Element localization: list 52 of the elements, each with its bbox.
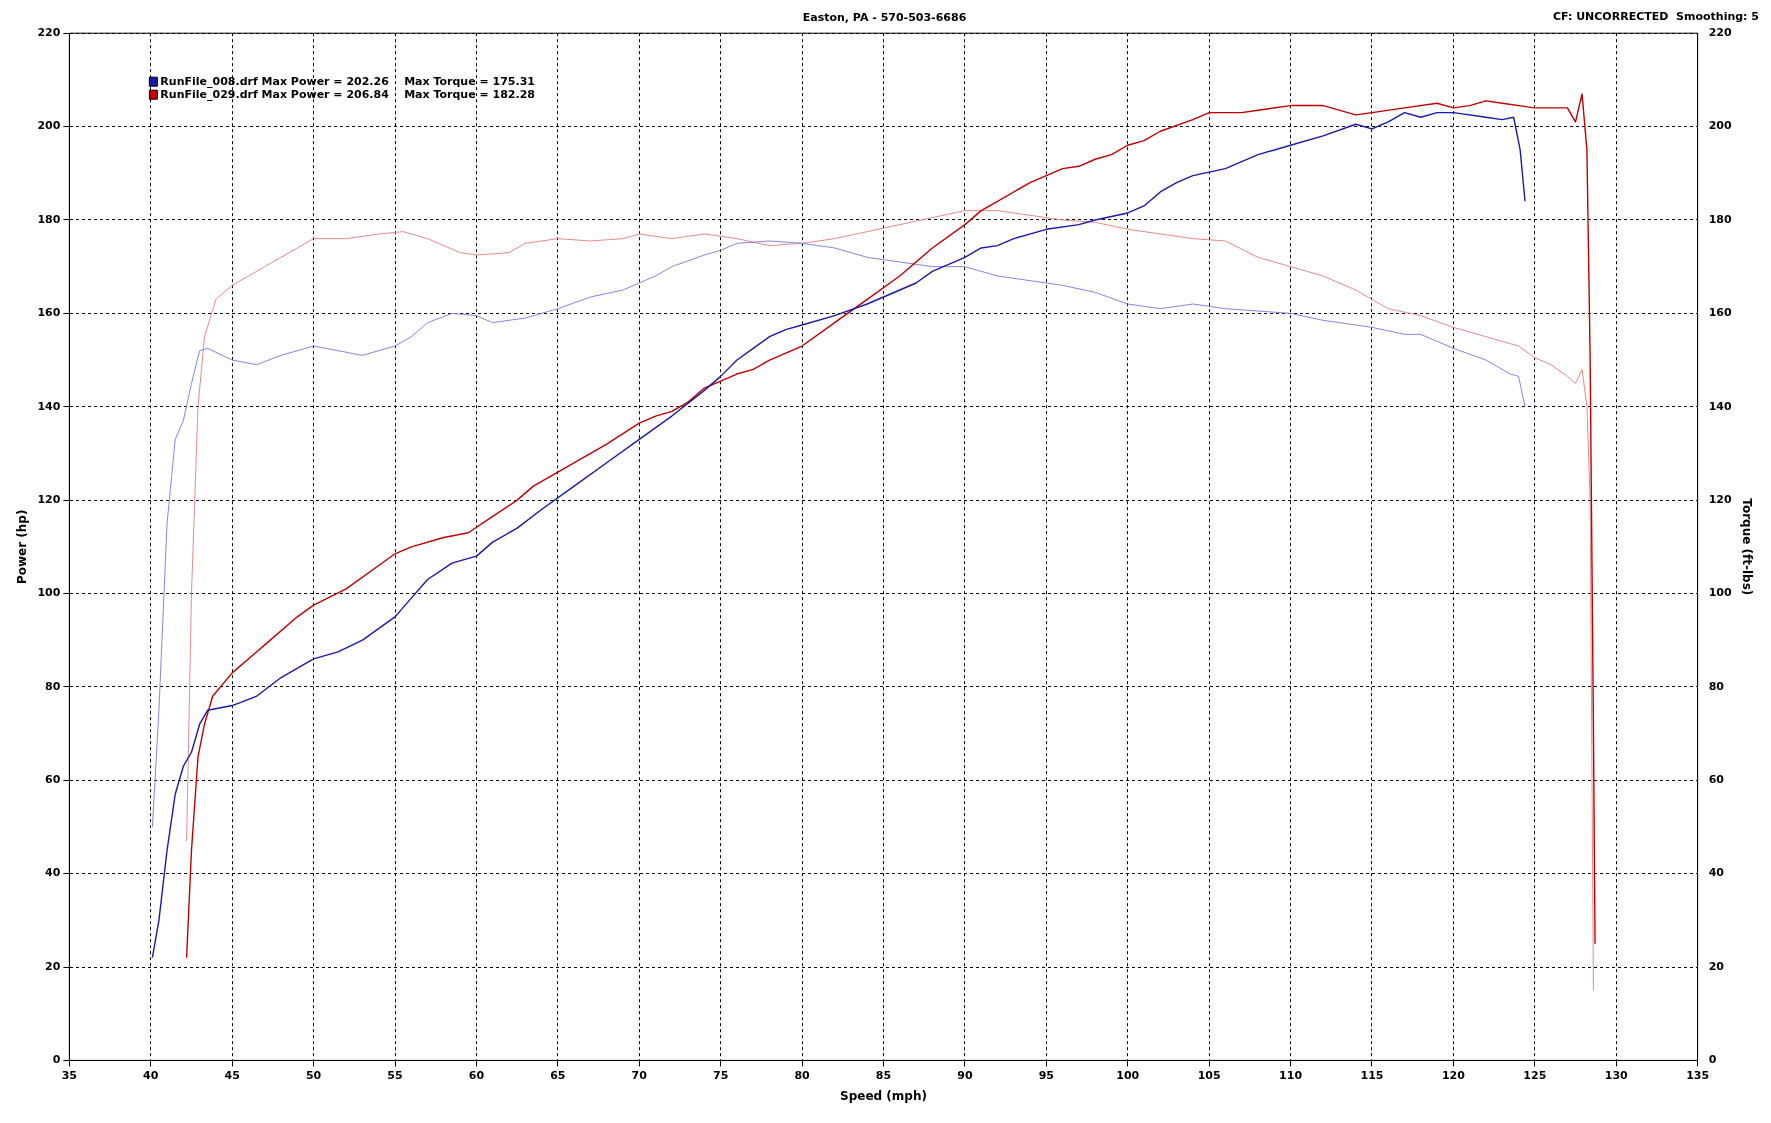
legend-label: RunFile_029.drf Max Power = 206.84 Max Torque = 182.28 — [160, 88, 535, 102]
y2-tick-label: 100 — [1708, 586, 1732, 600]
y2-tick-label: 0 — [1708, 1053, 1717, 1067]
y-tick-label: 0 — [52, 1053, 61, 1067]
y-axis-title: Power (hp) — [15, 509, 30, 585]
y-tick-label: 200 — [37, 119, 61, 133]
x-tick-label: 70 — [631, 1068, 648, 1082]
y2-tick-label: 160 — [1708, 306, 1732, 320]
x-tick-label: 35 — [61, 1068, 78, 1082]
x-tick-label: 110 — [1279, 1068, 1303, 1082]
x-tick-label: 60 — [468, 1068, 485, 1082]
y2-tick-label: 220 — [1708, 26, 1732, 40]
y-tick-label: 40 — [45, 866, 61, 880]
x-tick-label: 90 — [957, 1068, 973, 1082]
x-tick-label: 115 — [1360, 1068, 1384, 1082]
x-tick-label: 105 — [1197, 1068, 1221, 1082]
y-tick-label: 180 — [37, 212, 61, 226]
y2-tick-label: 40 — [1708, 866, 1725, 880]
legend-label: RunFile_008.drf Max Power = 202.26 Max Torque = 175.31 — [160, 75, 535, 89]
y-tick-label: 20 — [45, 959, 61, 973]
x-tick-label: 125 — [1523, 1068, 1547, 1082]
x-tick-label: 75 — [713, 1068, 729, 1082]
x-tick-label: 50 — [305, 1068, 322, 1082]
y2-tick-label: 180 — [1708, 212, 1732, 226]
x-tick-label: 45 — [224, 1068, 240, 1082]
y2-axis-title: Torque (ft-lbs) — [1739, 498, 1754, 596]
y-tick-label: 160 — [37, 306, 61, 320]
x-tick-label: 130 — [1604, 1068, 1629, 1082]
y2-tick-label: 80 — [1708, 679, 1725, 693]
y-tick-label: 100 — [37, 586, 61, 600]
y-tick-label: 120 — [37, 492, 61, 506]
x-tick-label: 95 — [1038, 1068, 1054, 1082]
x-tick-label: 120 — [1441, 1068, 1466, 1082]
x-tick-label: 85 — [875, 1068, 892, 1082]
y2-tick-label: 200 — [1708, 119, 1732, 133]
x-tick-label: 40 — [143, 1068, 159, 1082]
y-tick-label: 60 — [45, 773, 61, 787]
y-tick-label: 140 — [37, 399, 61, 413]
x-tick-label: 80 — [794, 1068, 811, 1082]
y2-tick-label: 140 — [1708, 399, 1732, 413]
y-tick-label: 80 — [45, 679, 61, 693]
x-tick-label: 135 — [1686, 1068, 1710, 1082]
y2-tick-label: 20 — [1708, 959, 1725, 973]
y-tick-label: 220 — [37, 26, 61, 40]
x-tick-label: 100 — [1116, 1068, 1140, 1082]
x-tick-label: 65 — [550, 1068, 566, 1082]
y2-tick-label: 60 — [1708, 773, 1725, 787]
y2-tick-label: 120 — [1708, 492, 1732, 506]
text: CF: UNCORRECTED Smoothing: 5 — [1552, 10, 1759, 24]
x-tick-label: 55 — [387, 1068, 403, 1082]
chart-subtitle: Easton, PA - 570-503-6686 — [802, 11, 967, 25]
x-axis-title: Speed (mph) — [840, 1088, 927, 1103]
